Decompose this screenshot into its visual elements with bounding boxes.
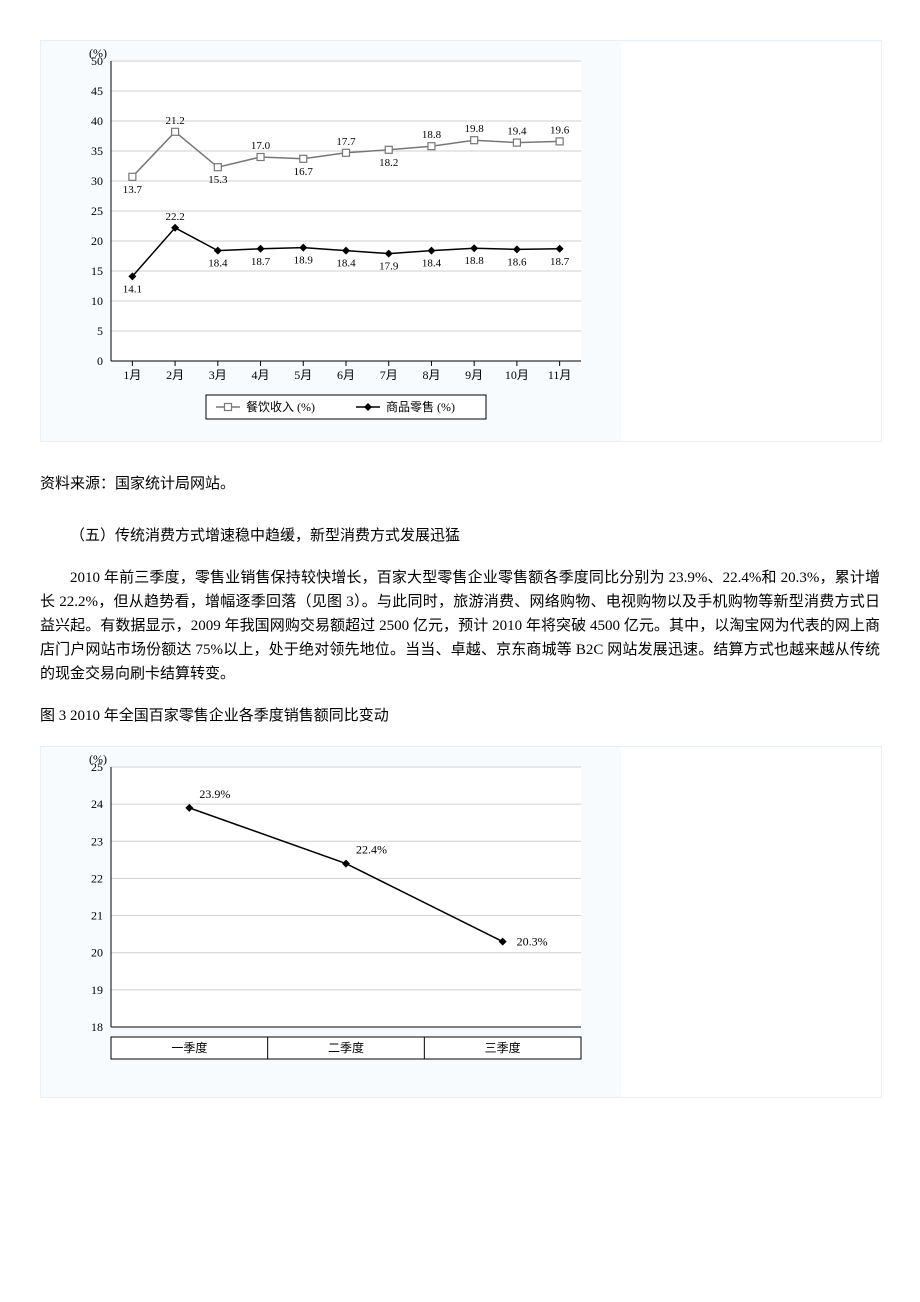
svg-text:2月: 2月	[166, 368, 184, 382]
svg-text:15: 15	[91, 264, 103, 278]
svg-text:35: 35	[91, 144, 103, 158]
svg-text:8月: 8月	[422, 368, 440, 382]
svg-text:20: 20	[91, 946, 103, 960]
svg-text:17.7: 17.7	[336, 136, 356, 148]
svg-text:(%): (%)	[89, 46, 107, 60]
chart1-svg: 05101520253035404550(%)1月2月3月4月5月6月7月8月9…	[41, 41, 621, 441]
svg-text:20: 20	[91, 234, 103, 248]
svg-text:18.9: 18.9	[294, 255, 314, 267]
svg-text:9月: 9月	[465, 368, 483, 382]
svg-text:5月: 5月	[294, 368, 312, 382]
svg-text:18.6: 18.6	[507, 256, 527, 268]
svg-text:1月: 1月	[123, 368, 141, 382]
svg-text:30: 30	[91, 174, 103, 188]
source-line: 资料来源：国家统计局网站。	[40, 472, 880, 496]
chart2: 1819202122232425(%)23.9%22.4%20.3%一季度二季度…	[41, 747, 881, 1097]
svg-text:17.0: 17.0	[251, 140, 271, 152]
svg-text:14.1: 14.1	[123, 283, 142, 295]
svg-text:三季度: 三季度	[485, 1040, 521, 1055]
svg-text:18.7: 18.7	[251, 256, 271, 268]
section-heading: （五）传统消费方式增速稳中趋缓，新型消费方式发展迅猛	[40, 524, 880, 548]
svg-text:18.7: 18.7	[550, 256, 570, 268]
svg-text:10: 10	[91, 294, 103, 308]
svg-text:18.4: 18.4	[336, 258, 356, 270]
body-paragraph: 2010 年前三季度，零售业销售保持较快增长，百家大型零售企业零售额各季度同比分…	[40, 566, 880, 686]
svg-text:15.3: 15.3	[208, 174, 228, 186]
svg-text:18.8: 18.8	[422, 129, 442, 141]
fig3-caption: 图 3 2010 年全国百家零售企业各季度销售额同比变动	[40, 704, 880, 728]
svg-text:16.7: 16.7	[294, 166, 314, 178]
svg-text:18: 18	[91, 1020, 103, 1034]
svg-text:40: 40	[91, 114, 103, 128]
svg-text:45: 45	[91, 84, 103, 98]
svg-text:20.3%: 20.3%	[517, 935, 548, 949]
svg-text:3月: 3月	[209, 368, 227, 382]
svg-text:0: 0	[97, 354, 103, 368]
svg-text:19: 19	[91, 983, 103, 997]
svg-text:25: 25	[91, 204, 103, 218]
svg-text:5: 5	[97, 324, 103, 338]
svg-text:18.8: 18.8	[465, 255, 485, 267]
svg-text:23.9%: 23.9%	[199, 787, 230, 801]
svg-text:18.2: 18.2	[379, 157, 398, 169]
svg-text:19.4: 19.4	[507, 126, 527, 138]
svg-text:11月: 11月	[548, 368, 572, 382]
svg-text:21: 21	[91, 909, 103, 923]
svg-text:10月: 10月	[505, 368, 529, 382]
svg-text:24: 24	[91, 797, 103, 811]
svg-text:21.2: 21.2	[165, 115, 184, 127]
svg-text:22.4%: 22.4%	[356, 843, 387, 857]
svg-text:餐饮收入 (%): 餐饮收入 (%)	[246, 399, 315, 414]
chart2-container: 1819202122232425(%)23.9%22.4%20.3%一季度二季度…	[40, 746, 882, 1098]
chart1-container: 05101520253035404550(%)1月2月3月4月5月6月7月8月9…	[40, 40, 882, 442]
svg-text:二季度: 二季度	[328, 1040, 364, 1055]
chart2-svg: 1819202122232425(%)23.9%22.4%20.3%一季度二季度…	[41, 747, 621, 1097]
svg-text:22: 22	[91, 871, 103, 885]
svg-text:商品零售 (%): 商品零售 (%)	[386, 399, 455, 414]
svg-text:4月: 4月	[252, 368, 270, 382]
svg-text:18.4: 18.4	[422, 258, 442, 270]
svg-text:23: 23	[91, 834, 103, 848]
svg-text:7月: 7月	[380, 368, 398, 382]
svg-text:19.8: 19.8	[465, 123, 485, 135]
svg-text:一季度: 一季度	[171, 1040, 207, 1055]
svg-text:(%): (%)	[89, 752, 107, 766]
svg-text:13.7: 13.7	[123, 184, 143, 196]
chart1: 05101520253035404550(%)1月2月3月4月5月6月7月8月9…	[41, 41, 881, 441]
svg-text:6月: 6月	[337, 368, 355, 382]
svg-text:18.4: 18.4	[208, 258, 228, 270]
svg-text:22.2: 22.2	[165, 211, 184, 223]
svg-text:19.6: 19.6	[550, 124, 570, 136]
svg-text:17.9: 17.9	[379, 261, 399, 273]
